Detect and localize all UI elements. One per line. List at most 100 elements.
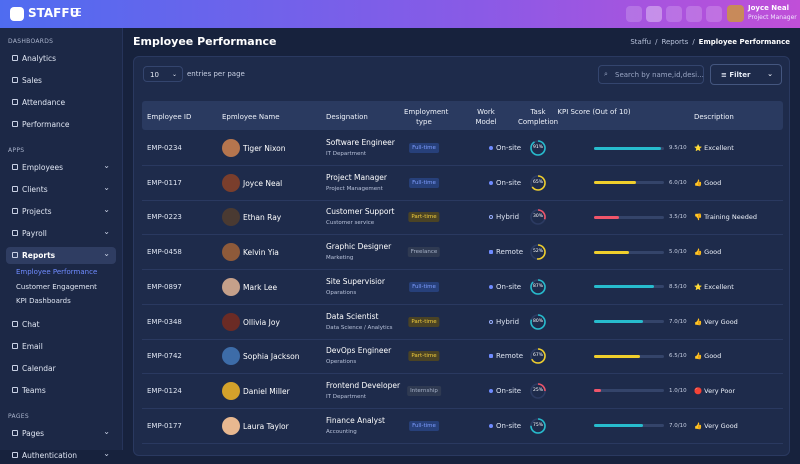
- sidebar-item[interactable]: Employees ⌄: [6, 159, 116, 176]
- sidebar-subitem[interactable]: Customer Engagement: [16, 282, 97, 291]
- employment-badge: Full-time: [409, 143, 439, 153]
- work-model: On-site: [496, 386, 522, 395]
- sidebar-item[interactable]: Teams: [6, 382, 116, 399]
- search-button[interactable]: [626, 6, 642, 22]
- designation: DevOps Engineer: [326, 346, 392, 356]
- sidebar-label: Projects: [22, 207, 52, 216]
- employment-badge: Internship: [407, 385, 441, 396]
- description: ⭐ Excellent: [694, 144, 734, 152]
- task-label: 75%: [532, 422, 543, 428]
- avatar: [222, 312, 240, 331]
- work-model: On-site: [496, 144, 522, 152]
- kpi-label: 7.0/10: [669, 422, 687, 429]
- sidebar-item[interactable]: Calendar: [6, 360, 116, 377]
- row-divider: [142, 407, 783, 409]
- sidebar-item[interactable]: Reports ⌄: [6, 247, 116, 264]
- kpi-bar: [594, 320, 643, 323]
- sidebar-item[interactable]: Sales: [6, 72, 116, 89]
- menu-toggle[interactable]: ☰: [72, 6, 82, 19]
- page-title: Employee Performance: [133, 35, 277, 48]
- search-input[interactable]: ⌕ Search by name,id,desi...: [598, 65, 704, 84]
- table-header: [142, 101, 783, 130]
- designation: Data Scientist: [326, 311, 379, 321]
- sidebar-item[interactable]: Authentication ⌄: [6, 447, 116, 464]
- sidebar-item[interactable]: Chat: [6, 316, 116, 333]
- row-divider: [142, 269, 783, 271]
- row-divider: [142, 373, 783, 375]
- kpi-bar: [594, 215, 619, 219]
- sidebar-item[interactable]: Performance: [6, 116, 116, 133]
- employee-id: EMP-0458: [147, 248, 182, 257]
- sidebar-item[interactable]: Projects ⌄: [6, 203, 116, 220]
- designation: Graphic Designer: [326, 242, 392, 252]
- description: ⭐ Excellent: [694, 282, 734, 291]
- sidebar-label: Payroll: [22, 229, 47, 238]
- department: Project Management: [326, 185, 383, 192]
- employee-name: Sophia Jackson: [243, 352, 300, 362]
- column-header: Task Completion: [518, 108, 559, 126]
- designation: Software Engineer: [326, 138, 395, 147]
- kpi-track: [594, 215, 664, 219]
- sidebar-label: Authentication: [22, 450, 78, 460]
- page-size: 10: [150, 71, 159, 79]
- task-ring: [530, 348, 546, 364]
- sidebar-icon: [12, 99, 18, 105]
- sidebar-subitem[interactable]: Employee Performance: [16, 268, 98, 276]
- breadcrumb-item[interactable]: Staffu: [630, 38, 652, 46]
- work-model-dot: [489, 284, 493, 289]
- task-ring-fill: [530, 383, 546, 399]
- task-label: 80%: [532, 318, 543, 324]
- employee-id: EMP-0234: [147, 144, 182, 152]
- sidebar-label: Analytics: [22, 54, 57, 63]
- task-label: 65%: [532, 179, 543, 185]
- description: 👍 Good: [694, 248, 722, 257]
- work-model-dot: [489, 250, 493, 255]
- work-model-dot: [489, 146, 493, 150]
- sidebar-icon: [12, 186, 18, 192]
- sidebar-label: Reports: [22, 251, 56, 260]
- theme-button[interactable]: [646, 6, 662, 22]
- column-header: KPI Score (Out of 10): [557, 108, 631, 116]
- sidebar-item[interactable]: Email: [6, 338, 116, 355]
- department: Accounting: [326, 428, 357, 435]
- sidebar-chevron: ⌄: [103, 249, 110, 258]
- user-avatar[interactable]: [727, 5, 744, 22]
- work-model: Remote: [496, 248, 524, 257]
- employee-name: Laura Taylor: [243, 421, 289, 431]
- task-ring-fill: [530, 348, 546, 364]
- department: IT Department: [326, 151, 367, 157]
- sidebar-icon: [12, 55, 18, 61]
- sidebar-item[interactable]: Pages ⌄: [6, 425, 116, 442]
- employee-id: EMP-0124: [147, 386, 182, 395]
- description: 👍 Good: [694, 352, 722, 361]
- work-model-dot: [489, 180, 493, 185]
- employee-id: EMP-0223: [147, 213, 182, 222]
- sidebar-item[interactable]: Analytics: [6, 50, 116, 67]
- kpi-label: 6.0/10: [669, 179, 687, 186]
- avatar: [222, 173, 240, 192]
- designation: Frontend Developer: [326, 380, 401, 390]
- sidebar-subitem[interactable]: KPI Dashboards: [16, 297, 71, 305]
- sidebar-item[interactable]: Clients ⌄: [6, 181, 116, 198]
- task-ring: [530, 174, 546, 191]
- avatar: [222, 381, 240, 400]
- employment-badge: Full-time: [409, 420, 439, 431]
- sidebar-item[interactable]: Attendance: [6, 94, 116, 111]
- sidebar-chevron: ⌄: [103, 227, 110, 236]
- filter-button[interactable]: ≡ Filter ⌄: [710, 64, 782, 85]
- column-header: Work Model: [475, 108, 497, 126]
- work-model-dot: [489, 319, 493, 324]
- page-size-select[interactable]: 10 ⌄: [143, 66, 183, 82]
- notifications-button[interactable]: [706, 6, 722, 22]
- sidebar-section-title: APPS: [8, 147, 25, 154]
- employment-badge: Full-time: [409, 281, 439, 292]
- employee-name: Ethan Ray: [243, 213, 282, 223]
- breadcrumb-separator: /: [655, 38, 658, 46]
- breadcrumb-item[interactable]: Reports: [661, 38, 689, 46]
- fullscreen-button[interactable]: [666, 6, 682, 22]
- settings-button[interactable]: [686, 6, 702, 22]
- sidebar-label: Calendar: [22, 363, 56, 373]
- sidebar-item[interactable]: Payroll ⌄: [6, 225, 116, 242]
- row-divider: [142, 338, 783, 340]
- sidebar-icon: [12, 252, 18, 258]
